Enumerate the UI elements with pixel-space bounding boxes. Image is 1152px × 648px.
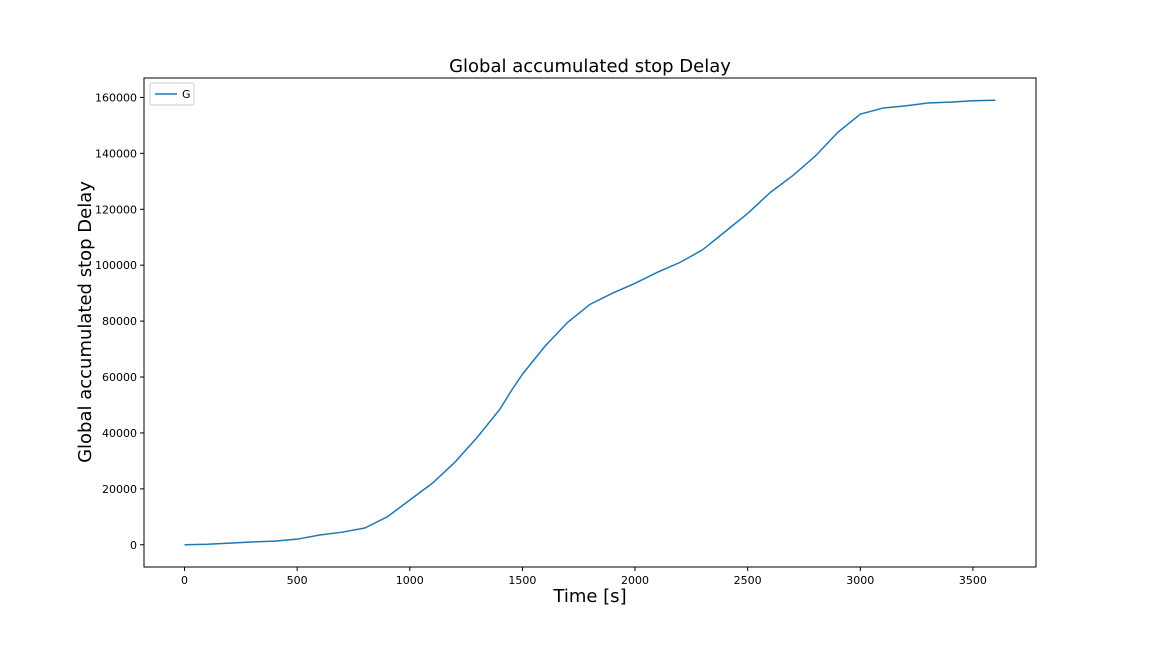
x-tick-label: 0 [181, 574, 188, 587]
x-tick-label: 2000 [621, 574, 649, 587]
y-tick-label: 60000 [102, 371, 137, 384]
line-series [184, 99, 996, 546]
x-axis-label: Time [s] [552, 586, 626, 607]
plot-frame [143, 77, 1037, 568]
y-tick-label: 100000 [95, 259, 137, 272]
y-tick-label: 80000 [102, 315, 137, 328]
x-tick-label: 1500 [508, 574, 536, 587]
x-tick-label: 500 [287, 574, 308, 587]
x-tick-label: 2500 [734, 574, 762, 587]
y-tick-label: 40000 [102, 427, 137, 440]
y-tick-label: 160000 [95, 91, 137, 104]
y-tick-label: 120000 [95, 203, 137, 216]
y-tick-label: 20000 [102, 483, 137, 496]
x-tick-label: 1000 [396, 574, 424, 587]
x-tick-label: 3000 [846, 574, 874, 587]
legend-label: G [182, 88, 191, 101]
x-tick-label: 3500 [959, 574, 987, 587]
chart-title: Global accumulated stop Delay [449, 56, 731, 77]
y-axis-label: Global accumulated stop Delay [75, 181, 96, 463]
y-tick-label: 0 [130, 539, 137, 552]
y-tick-label: 140000 [95, 147, 137, 160]
